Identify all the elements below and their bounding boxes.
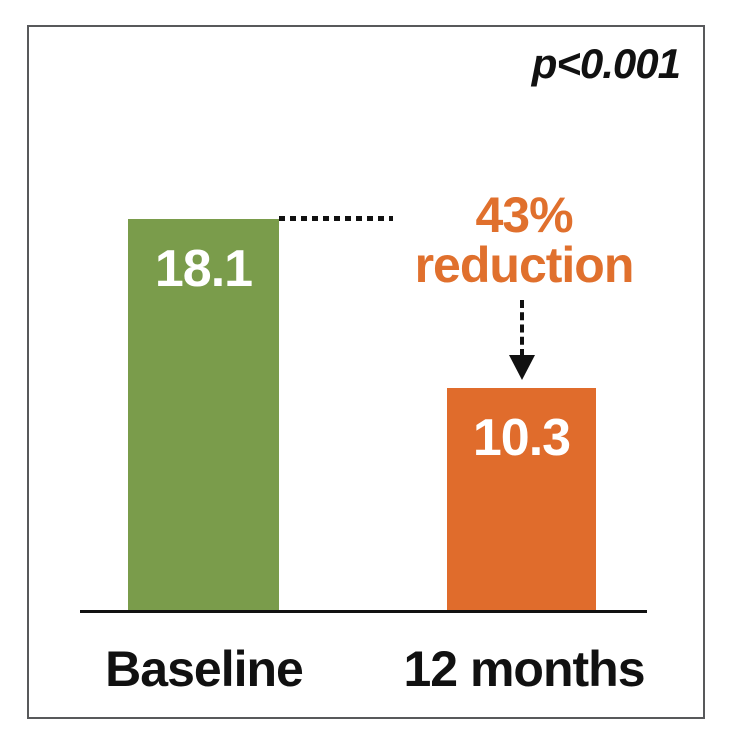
bar-value-12months: 10.3: [472, 409, 571, 467]
bar-value-baseline: 18.1: [154, 240, 253, 298]
dashed-arrow-head-icon: [509, 355, 535, 380]
bar-baseline: 18.1: [128, 219, 279, 612]
reduction-annotation: 43% reduction: [394, 190, 654, 290]
dotted-leader-line: [279, 216, 393, 221]
bar-12months: 10.3: [447, 388, 596, 612]
reduction-annotation-line2: reduction: [414, 237, 635, 293]
p-value-annotation: p<0.001: [531, 40, 681, 87]
x-axis-line: [80, 610, 647, 613]
dashed-arrow-stem: [520, 300, 524, 357]
x-axis-label-12months: 12 months: [403, 641, 645, 697]
x-axis-label-baseline: Baseline: [105, 641, 304, 697]
reduction-annotation-line1: 43%: [475, 187, 573, 243]
